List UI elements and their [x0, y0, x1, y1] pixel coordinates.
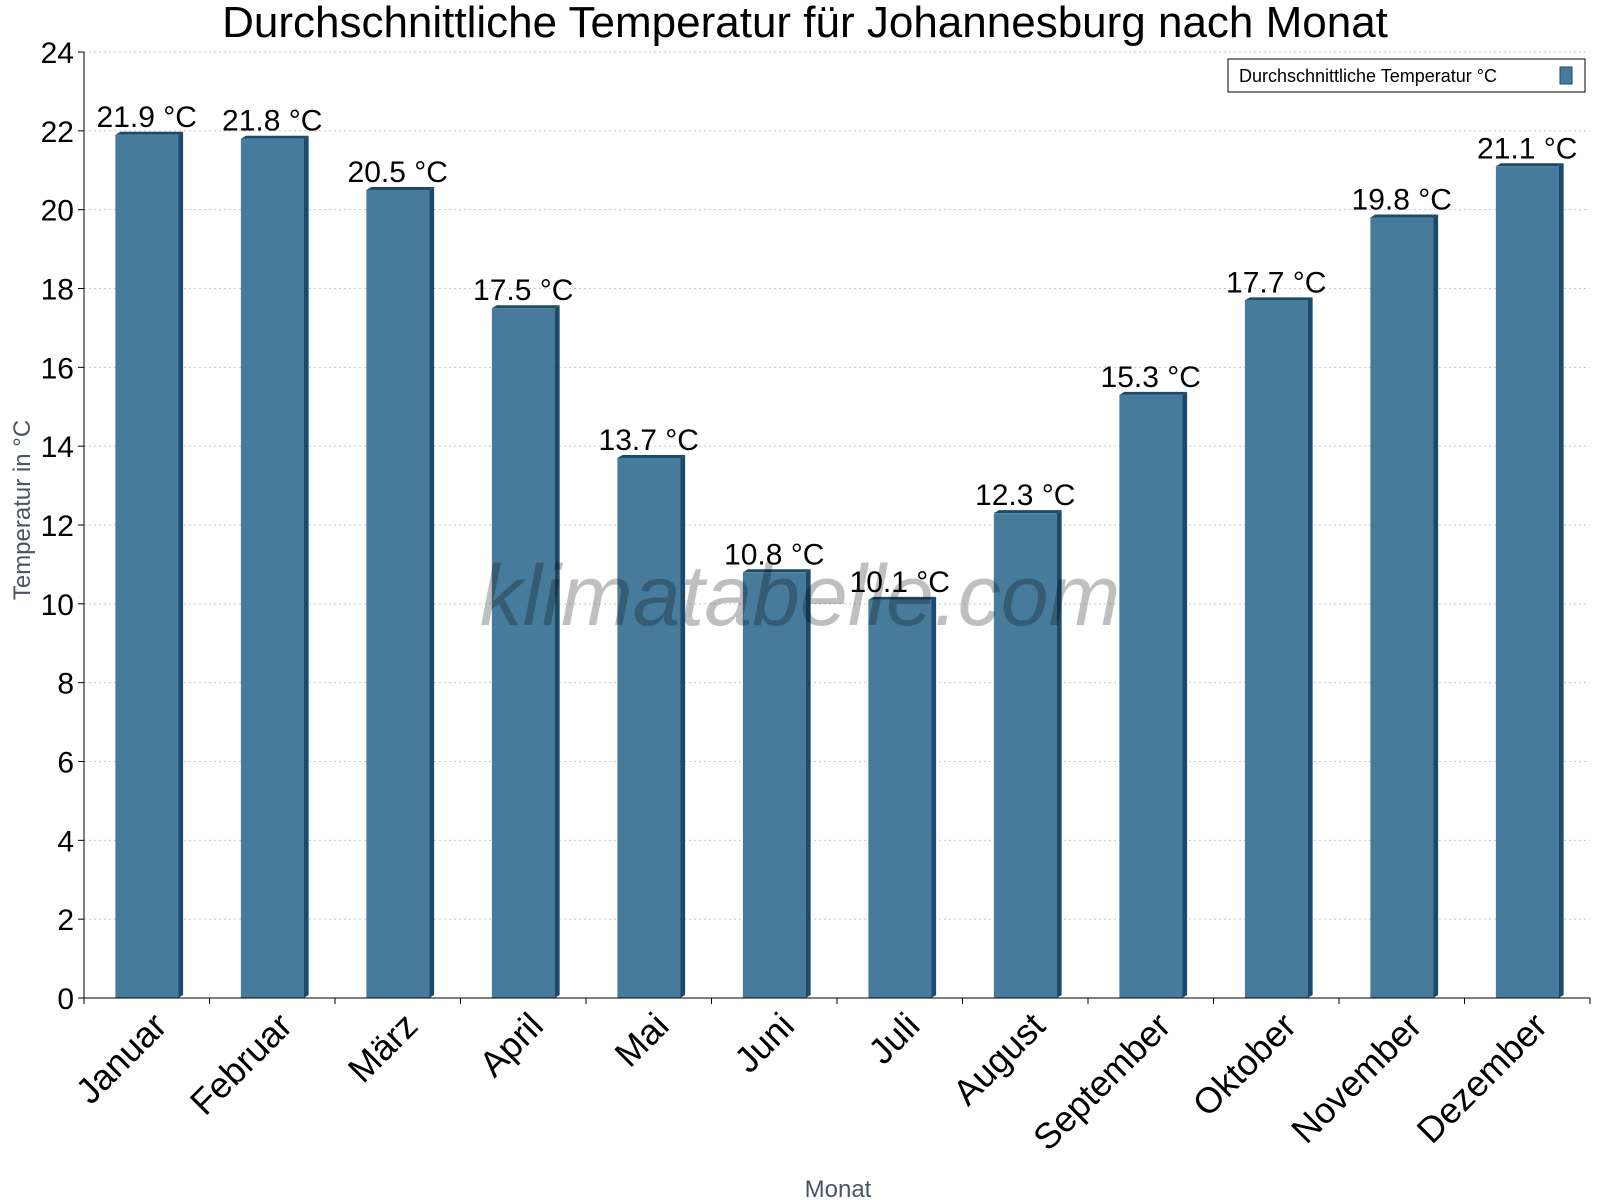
- bar-top: [240, 135, 309, 139]
- y-axis-label: Temperatur in °C: [9, 420, 36, 600]
- bar-face: [1495, 166, 1559, 998]
- x-tick-label: Januar: [68, 1005, 175, 1112]
- data-label: 20.5 °C: [348, 156, 448, 189]
- bar-face: [1119, 394, 1183, 998]
- y-tick-label: 6: [57, 747, 74, 780]
- bar-side: [1307, 297, 1313, 998]
- bar-face: [993, 513, 1057, 998]
- bar: [115, 131, 184, 998]
- data-label: 17.5 °C: [473, 274, 573, 307]
- y-tick-label: 0: [57, 983, 74, 1016]
- bar-side: [1182, 391, 1188, 998]
- bar: [491, 305, 560, 998]
- data-label: 21.1 °C: [1477, 132, 1577, 165]
- bar-face: [115, 134, 179, 998]
- data-label: 13.7 °C: [599, 424, 699, 457]
- bar-top: [1119, 391, 1188, 395]
- bar-top: [366, 186, 435, 190]
- grid-lines: [84, 51, 1590, 920]
- bar-top: [491, 305, 560, 309]
- data-label: 17.7 °C: [1226, 266, 1326, 299]
- y-tick-label: 4: [57, 825, 74, 858]
- bar-top: [115, 131, 184, 135]
- legend: Durchschnittliche Temperatur °C: [1227, 58, 1586, 93]
- bar: [1370, 214, 1439, 999]
- x-tick-label: September: [1025, 1005, 1179, 1159]
- x-axis-label: Monat: [805, 1176, 872, 1200]
- y-tick-label: 22: [41, 116, 74, 149]
- y-tick-label: 8: [57, 668, 74, 701]
- bar-top: [868, 596, 937, 600]
- y-tick-label: 18: [41, 274, 74, 307]
- bar-side: [1433, 214, 1439, 999]
- bar-side: [554, 305, 560, 998]
- x-tick-label: Oktober: [1184, 1005, 1304, 1125]
- legend-swatch: [1559, 66, 1573, 85]
- y-tick-label: 14: [41, 431, 74, 464]
- bar-side: [429, 186, 435, 999]
- bar-top: [993, 510, 1062, 514]
- bar: [1495, 163, 1564, 998]
- bar-face: [1370, 217, 1434, 999]
- x-tick-label: Dezember: [1408, 1005, 1554, 1151]
- bar-side: [805, 569, 811, 998]
- data-labels: 21.9 °C 21.8 °C 20.5 °C 17.5 °C 13.7 °C 10.8 …: [97, 101, 1578, 599]
- legend-label: Durchschnittliche Temperatur °C: [1239, 66, 1497, 86]
- x-axis-ticks: Januar Februar März April Mai Juni Juli AugustS…: [68, 998, 1591, 1159]
- bar: [366, 186, 435, 999]
- data-label: 10.8 °C: [724, 538, 824, 571]
- x-tick-label: Mai: [606, 1005, 676, 1075]
- bar-top: [1495, 163, 1564, 167]
- bar-face: [366, 189, 430, 999]
- data-label: 15.3 °C: [1101, 361, 1201, 394]
- bar: [993, 510, 1062, 998]
- x-tick-label: November: [1283, 1005, 1429, 1151]
- data-label: 21.8 °C: [222, 105, 322, 138]
- bar-face: [617, 457, 681, 998]
- data-label: 19.8 °C: [1352, 184, 1452, 217]
- x-tick-label: August: [945, 1005, 1053, 1113]
- legend-box: [1227, 58, 1586, 93]
- bar-face: [240, 138, 304, 998]
- bar-face: [1244, 300, 1308, 998]
- bar-side: [178, 131, 184, 998]
- bar-top: [617, 454, 686, 458]
- bar: [617, 454, 686, 998]
- bar-face: [868, 599, 932, 998]
- bar-side: [680, 454, 686, 998]
- bar-face: [742, 572, 806, 998]
- y-tick-label: 2: [57, 904, 74, 937]
- y-tick-label: 24: [41, 37, 74, 70]
- bar: [868, 596, 937, 998]
- bar-side: [931, 596, 937, 998]
- bar-side: [1558, 163, 1564, 998]
- x-tick-label: Juli: [860, 1005, 927, 1072]
- data-label: 10.1 °C: [850, 566, 950, 599]
- bar-top: [1244, 297, 1313, 301]
- chart-title: Durchschnittliche Temperatur für Johanne…: [222, 0, 1388, 47]
- x-tick-label: Juni: [726, 1005, 802, 1081]
- bar: [1119, 391, 1188, 998]
- x-tick-label: Februar: [182, 1005, 300, 1123]
- watermark: klimatabelle.com: [480, 548, 1120, 644]
- bar-top: [742, 569, 811, 573]
- data-label: 12.3 °C: [975, 479, 1075, 512]
- y-tick-label: 16: [41, 352, 74, 385]
- data-label: 21.9 °C: [97, 101, 197, 134]
- bar: [1244, 297, 1313, 998]
- bar: [240, 135, 309, 998]
- x-tick-label: März: [340, 1005, 426, 1091]
- x-tick-label: April: [471, 1005, 551, 1085]
- bar-side: [303, 135, 309, 998]
- bar-side: [1056, 510, 1062, 998]
- bar: [742, 569, 811, 998]
- bar-face: [491, 308, 555, 998]
- y-tick-label: 20: [41, 195, 74, 228]
- bars: [115, 131, 1564, 999]
- bar-top: [1370, 214, 1439, 218]
- y-tick-label: 12: [41, 510, 74, 543]
- y-tick-label: 10: [41, 589, 74, 622]
